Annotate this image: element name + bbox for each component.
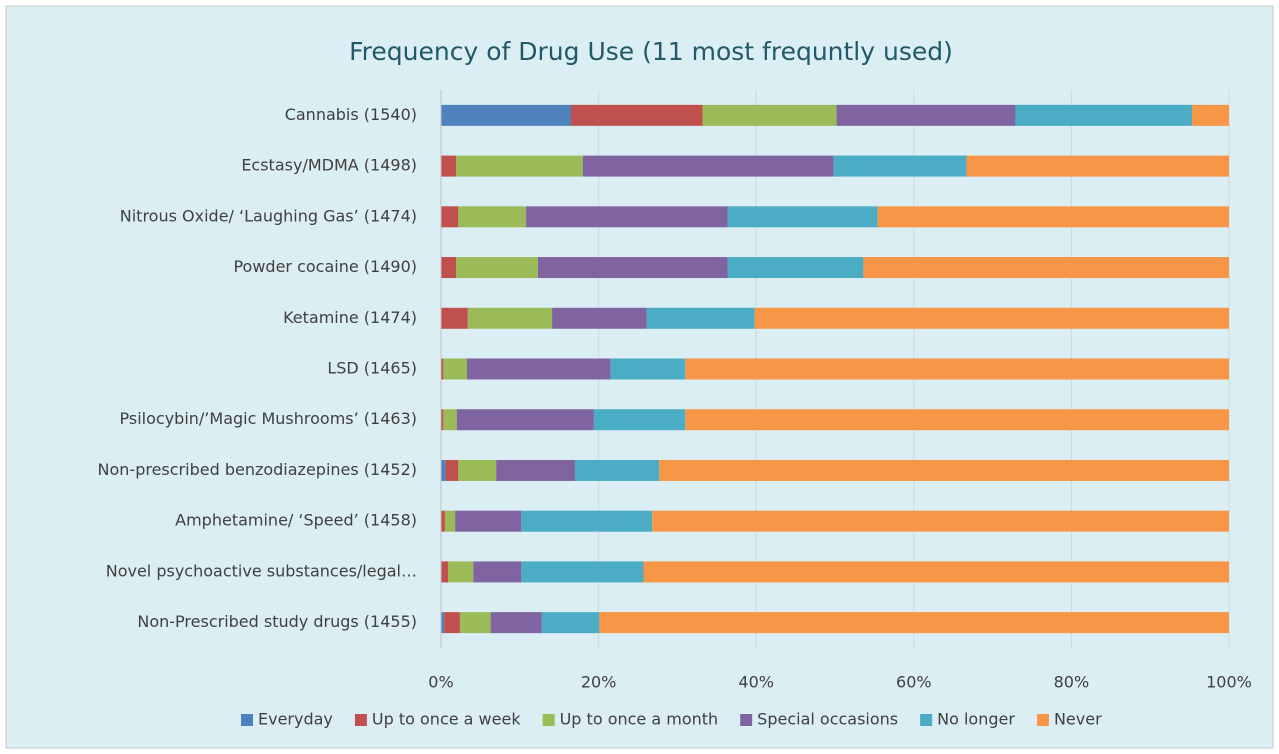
y-tick-label: Novel psychoactive substances/legal… [106, 561, 417, 580]
bar-segment [445, 459, 459, 481]
bar-segment [521, 510, 653, 532]
bar-segment [659, 459, 1229, 481]
bar-segment [582, 155, 834, 177]
y-tick-label: Non-prescribed benzodiazepines (1452) [98, 460, 417, 479]
bar-segment [496, 459, 575, 481]
bar-segment [444, 510, 456, 532]
x-tick-label: 40% [738, 673, 774, 692]
bar-segment [643, 561, 1229, 583]
legend-swatch [1036, 714, 1049, 726]
bar-segment [526, 206, 728, 228]
bar-segment [541, 612, 600, 634]
bar-segment [444, 612, 460, 634]
bar-segment [1015, 104, 1192, 126]
bar-segment [833, 155, 967, 177]
legend-swatch [354, 714, 367, 726]
bar-segment [441, 459, 446, 481]
bar-segment [443, 358, 468, 380]
legend-label: No longer [937, 710, 1015, 729]
bar-segment [685, 409, 1229, 431]
bar-segment [441, 104, 572, 126]
x-tick-label: 100% [1206, 673, 1252, 692]
bar-segment [458, 206, 527, 228]
bar-segment [863, 257, 1229, 279]
x-tick-label: 0% [428, 673, 453, 692]
bar-segment [702, 104, 837, 126]
bar-segment [571, 104, 703, 126]
chart-title: Frequency of Drug Use (11 most frequntly… [349, 37, 953, 66]
bar-segment [441, 510, 445, 532]
x-tick-label: 60% [896, 673, 932, 692]
bar-segment [455, 510, 522, 532]
y-tick-label: Non-Prescribed study drugs (1455) [137, 612, 417, 631]
bar-segment [521, 561, 644, 583]
legend-label: Special occasions [757, 710, 898, 729]
y-tick-label: Psilocybin/’Magic Mushrooms’ (1463) [120, 409, 417, 428]
bar-segment [646, 307, 755, 329]
bar-segment [455, 257, 538, 279]
bar-segment [441, 307, 468, 329]
legend-label: Up to once a month [560, 710, 719, 729]
bar-segment [537, 257, 728, 279]
bar-segment [599, 612, 1229, 634]
bar-segment [966, 155, 1229, 177]
legend-swatch [740, 714, 753, 726]
bar-segment [441, 257, 456, 279]
bar-segment [727, 257, 864, 279]
bar-segment [441, 155, 456, 177]
legend-label: Never [1054, 710, 1102, 729]
bar-segment [593, 409, 686, 431]
legend-label: Up to once a week [372, 710, 521, 729]
legend-swatch [542, 714, 555, 726]
bar-segment [467, 307, 553, 329]
y-tick-label: Amphetamine/ ‘Speed’ (1458) [175, 511, 417, 530]
bar-segment [441, 409, 444, 431]
y-tick-label: Powder cocaine (1490) [233, 257, 417, 276]
x-tick-label: 80% [1054, 673, 1090, 692]
y-tick-label: Ketamine (1474) [283, 308, 417, 327]
bar-segment [473, 561, 522, 583]
bar-segment [467, 358, 611, 380]
bar-segment [610, 358, 686, 380]
legend-swatch [920, 714, 933, 726]
bar-segment [652, 510, 1229, 532]
bar-segment [458, 459, 497, 481]
bar-segment [490, 612, 542, 634]
bar-segment [754, 307, 1229, 329]
bar-segment [836, 104, 1016, 126]
bar-segment [685, 358, 1229, 380]
bar-segment [459, 612, 491, 634]
bar-segment [448, 561, 474, 583]
y-tick-label: Nitrous Oxide/ ‘Laughing Gas’ (1474) [120, 206, 417, 225]
bar-segment [456, 409, 594, 431]
y-tick-label: LSD (1465) [327, 359, 417, 378]
bar-segment [574, 459, 660, 481]
bar-segment [552, 307, 647, 329]
bar-segment [441, 612, 445, 634]
bar-segment [877, 206, 1229, 228]
bar-segment [727, 206, 878, 228]
bar-segment [455, 155, 583, 177]
x-tick-label: 20% [581, 673, 617, 692]
legend-label: Everyday [258, 710, 333, 729]
bar-segment [441, 358, 444, 380]
bar-segment [441, 561, 449, 583]
y-tick-label: Ecstasy/MDMA (1498) [241, 156, 417, 175]
bar-segment [1191, 104, 1229, 126]
bar-segment [441, 206, 459, 228]
bar-segment [443, 409, 457, 431]
y-tick-label: Cannabis (1540) [285, 105, 417, 124]
legend-swatch [241, 714, 253, 726]
